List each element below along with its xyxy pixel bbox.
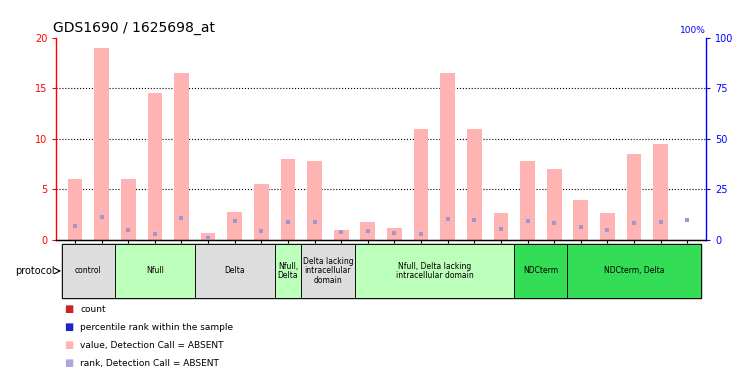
Text: GDS1690 / 1625698_at: GDS1690 / 1625698_at: [53, 21, 215, 35]
Bar: [440, 73, 455, 240]
Bar: [354, 244, 514, 298]
Bar: [281, 159, 295, 240]
Point: [388, 230, 400, 236]
Point: [469, 217, 481, 223]
Text: protocol: protocol: [15, 266, 55, 276]
Text: NDCterm, Delta: NDCterm, Delta: [604, 266, 665, 275]
Bar: [275, 244, 301, 298]
Bar: [520, 161, 535, 240]
Bar: [334, 230, 348, 240]
Bar: [387, 228, 402, 240]
Text: Delta lacking
intracellular
domain: Delta lacking intracellular domain: [303, 257, 353, 285]
Text: count: count: [80, 305, 106, 314]
Bar: [360, 222, 376, 240]
Bar: [467, 129, 481, 240]
Point: [628, 220, 640, 226]
Text: NDCterm: NDCterm: [523, 266, 559, 275]
Point: [521, 218, 533, 224]
Point: [602, 227, 614, 233]
Bar: [627, 154, 641, 240]
Point: [149, 231, 161, 237]
Point: [495, 226, 507, 232]
Bar: [307, 161, 322, 240]
Bar: [414, 129, 428, 240]
Text: Delta: Delta: [225, 266, 245, 275]
Text: ■: ■: [64, 340, 73, 350]
Point: [202, 236, 214, 242]
Text: ■: ■: [64, 304, 73, 314]
Point: [255, 228, 267, 234]
Bar: [201, 233, 216, 240]
Point: [122, 227, 134, 233]
Bar: [574, 200, 588, 240]
Text: value, Detection Call = ABSENT: value, Detection Call = ABSENT: [80, 341, 224, 350]
Bar: [568, 244, 701, 298]
Bar: [547, 169, 562, 240]
Point: [69, 223, 81, 229]
Point: [442, 216, 454, 222]
Bar: [62, 244, 115, 298]
Bar: [228, 211, 242, 240]
Point: [282, 219, 294, 225]
Point: [95, 214, 107, 220]
Point: [176, 215, 188, 221]
Bar: [68, 179, 83, 240]
Bar: [195, 244, 275, 298]
Bar: [301, 244, 354, 298]
Text: Nfull, Delta lacking
intracellular domain: Nfull, Delta lacking intracellular domai…: [396, 262, 473, 280]
Bar: [95, 48, 109, 240]
Text: percentile rank within the sample: percentile rank within the sample: [80, 323, 234, 332]
Bar: [653, 144, 668, 240]
Point: [362, 228, 374, 234]
Text: Nfull: Nfull: [146, 266, 164, 275]
Point: [415, 231, 427, 237]
Point: [655, 219, 667, 225]
Text: control: control: [75, 266, 101, 275]
Point: [575, 225, 587, 231]
Bar: [121, 179, 135, 240]
Bar: [115, 244, 195, 298]
Text: rank, Detection Call = ABSENT: rank, Detection Call = ABSENT: [80, 359, 219, 368]
Text: ■: ■: [64, 358, 73, 368]
Text: ■: ■: [64, 322, 73, 332]
Bar: [174, 73, 189, 240]
Bar: [493, 213, 508, 240]
Point: [548, 220, 560, 226]
Bar: [254, 184, 269, 240]
Point: [681, 217, 693, 223]
Point: [335, 229, 347, 235]
Point: [229, 218, 241, 224]
Text: Nfull,
Delta: Nfull, Delta: [278, 262, 298, 280]
Bar: [147, 93, 162, 240]
Point: [309, 219, 321, 225]
Text: 100%: 100%: [680, 27, 706, 36]
Bar: [514, 244, 568, 298]
Bar: [600, 213, 615, 240]
